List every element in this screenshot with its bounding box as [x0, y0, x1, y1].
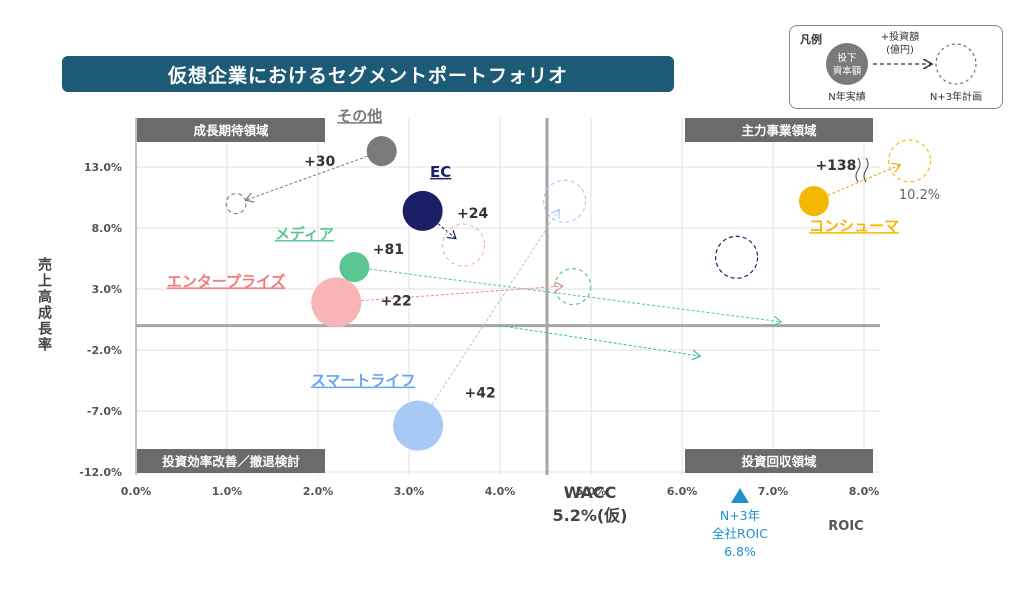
y-tick-label: -2.0% — [87, 344, 122, 357]
investment-arrow — [246, 155, 368, 200]
investment-label: +22 — [381, 293, 412, 309]
segment-name: コンシューマ — [809, 217, 899, 235]
plan-circle — [225, 193, 247, 215]
wacc-value: 5.2%(仮) — [552, 506, 627, 525]
x-tick-label: 8.0% — [849, 485, 880, 498]
investment-arrows — [246, 155, 901, 405]
legend-plan-icon — [935, 43, 977, 85]
x-tick-label: 7.0% — [758, 485, 789, 498]
segment-labels: その他 +30 EC +24 メディア +81 エンタープライズ +22 スマートライフ +42 コ… — [167, 107, 940, 402]
legend-bubble-icon — [826, 43, 868, 85]
x-tick-label: 3.0% — [394, 485, 425, 498]
x-tick-label: 2.0% — [303, 485, 334, 498]
company-roic-line2: 全社ROIC — [712, 526, 768, 541]
plan-circle — [714, 235, 759, 279]
legend-heading: 凡例 — [800, 32, 822, 46]
company-roic-marker-icon — [731, 488, 749, 503]
segment-name: EC — [430, 163, 451, 181]
y-tick-label: 13.0% — [84, 161, 122, 174]
legend-bubble-line2: 資本額 — [833, 65, 862, 77]
x-tick-label: 1.0% — [212, 485, 243, 498]
y-tick-label: -7.0% — [87, 405, 122, 418]
legend-bubble-line1: 投下 — [837, 52, 856, 64]
axes: 0.0% 1.0% 2.0% 3.0% 4.0% 5.0% 6.0% 7.0% 8.0% 13.0… — [79, 118, 880, 498]
quadrant-top-left-bg — [137, 118, 325, 142]
investment-arrow — [431, 210, 559, 405]
plan-circle — [554, 267, 592, 306]
x-tick-label: 0.0% — [121, 485, 152, 498]
legend-arrow-line1: +投資額 — [881, 30, 919, 43]
quadrant-bottom-left-label: 投資効率改善／撤退検討 — [162, 454, 300, 469]
wacc-label: WACC — [564, 483, 617, 502]
segment-bubble — [366, 136, 397, 167]
legend-arrow-line2: (億円) — [886, 43, 914, 56]
quadrant-labels: 成長期待領域 主力事業領域 投資効率改善／撤退検討 投資回収領域 — [137, 118, 873, 473]
legend: 凡例 投下 資本額 N年実績 +投資額 (億円) N+3年計画 — [789, 25, 1003, 109]
quadrant-top-right-bg — [685, 118, 873, 142]
segment-bubble — [402, 190, 443, 231]
x-tick-label: 4.0% — [485, 485, 516, 498]
x-tick-label: 5.0% — [576, 485, 607, 498]
investment-arrow — [361, 286, 563, 302]
chart-title: 仮想企業におけるセグメントポートフォリオ — [62, 56, 674, 92]
y-tick-label: 3.0% — [91, 283, 122, 296]
plan-circle — [887, 139, 932, 183]
quadrant-top-right-label: 主力事業領域 — [741, 123, 817, 138]
y-axis-label: 売上高成長率 — [36, 256, 52, 353]
investment-arrow — [827, 165, 901, 196]
quadrant-bottom-right-bg — [685, 449, 873, 473]
segment-name: スマートライフ — [311, 372, 416, 390]
x-axis-label: ROIC — [828, 519, 863, 534]
segment-name: エンタープライズ — [167, 272, 286, 290]
company-roic-line1: N+3年 — [720, 508, 760, 523]
plan-note: 10.2% — [899, 188, 940, 203]
quadrant-bottom-right-label: 投資回収領域 — [741, 454, 817, 469]
investment-label: +42 — [464, 386, 495, 402]
y-tick-label: 8.0% — [91, 222, 122, 235]
y-tick-label: -12.0% — [79, 466, 122, 479]
plan-circle — [543, 179, 587, 223]
segment-bubble — [311, 277, 362, 328]
segment-bubble — [798, 186, 829, 217]
legend-plan-label: N+3年計画 — [930, 90, 982, 103]
segment-bubble — [339, 252, 370, 283]
grid — [135, 118, 880, 475]
x-tick-label: 6.0% — [667, 485, 698, 498]
segment-name: メディア — [275, 225, 334, 243]
segment-name: その他 — [337, 107, 382, 125]
axis-break-icon — [855, 157, 869, 183]
legend-graphic: 凡例 投下 資本額 N年実績 +投資額 (億円) N+3年計画 — [800, 30, 982, 103]
investment-label: +138 — [815, 158, 856, 174]
legend-actual-label: N年実績 — [828, 90, 865, 103]
investment-label: +30 — [304, 154, 335, 170]
investment-arrow — [499, 325, 700, 357]
segment-bubble — [393, 400, 444, 451]
plan-circle — [442, 223, 486, 267]
investment-arrow — [437, 223, 456, 239]
company-roic-line3: 6.8% — [724, 544, 756, 559]
plan-circles — [225, 139, 932, 306]
quadrant-top-left-label: 成長期待領域 — [193, 123, 269, 138]
actual-bubbles — [311, 136, 829, 451]
investment-arrow — [369, 268, 781, 322]
investment-label: +81 — [373, 242, 404, 258]
investment-label: +24 — [457, 206, 488, 222]
quadrant-bottom-left-bg — [137, 449, 325, 473]
